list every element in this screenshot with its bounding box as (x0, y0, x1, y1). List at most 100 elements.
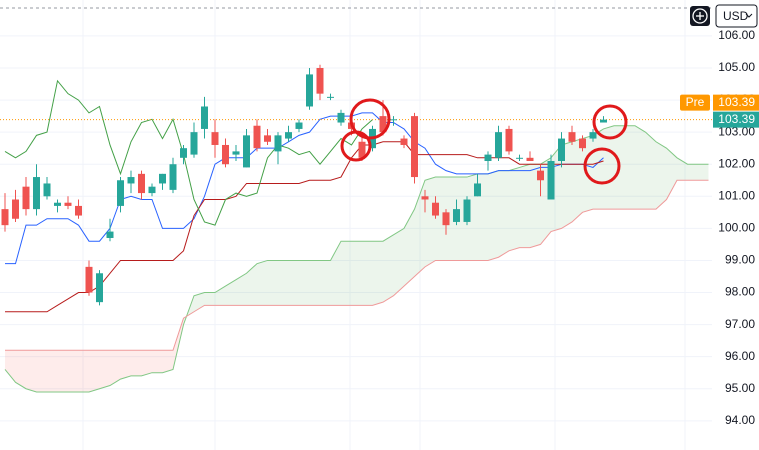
cloud-fill (677, 157, 688, 181)
cloud-fill (5, 350, 16, 383)
y-tick-label: 97.00 (725, 317, 755, 331)
candle-body (64, 202, 72, 206)
y-tick-label: 96.00 (725, 349, 755, 363)
cloud-fill (246, 263, 257, 306)
cloud-fill (267, 260, 278, 306)
candle-body (537, 170, 544, 181)
candle-body (600, 119, 607, 123)
cloud-fill (519, 164, 530, 248)
currency-selector[interactable] (715, 4, 758, 28)
candle-body (421, 196, 429, 200)
cloud-fill (561, 141, 572, 229)
cloud-fill (414, 180, 425, 277)
candle-body (85, 266, 93, 293)
highlight-circle (592, 104, 628, 140)
candle-body (547, 161, 555, 200)
candle-body (285, 132, 292, 139)
highlight-circle (583, 147, 621, 185)
candle-body (264, 135, 271, 142)
cloud-fill (141, 350, 152, 376)
cloud-fill (593, 128, 604, 210)
candle-body (463, 199, 471, 222)
cloud-fill (204, 292, 215, 306)
cloud-fill (78, 350, 89, 392)
y-tick-label: 102.00 (718, 156, 755, 170)
cloud-fill (656, 141, 667, 210)
highlight-circle (349, 98, 391, 140)
candle-body (169, 164, 177, 190)
candle-body (516, 157, 523, 159)
cloud-fill (509, 167, 520, 251)
vertical-grid (82, 0, 686, 450)
candle-body (148, 186, 156, 194)
cloud-fill (320, 260, 331, 306)
cloud-fill (341, 241, 352, 306)
cloud-fill (404, 209, 415, 287)
candle-body (243, 135, 250, 168)
pre-label: Pre (686, 95, 705, 109)
candle-body (400, 138, 408, 145)
cloud-fill (698, 164, 709, 181)
candle-body (316, 67, 324, 94)
y-tick-label: 99.00 (725, 253, 755, 267)
candle-body (337, 112, 345, 123)
y-tick-label: 100.00 (718, 221, 755, 235)
cloud-fill (645, 132, 656, 210)
candle-body (33, 177, 40, 210)
span-b-line (5, 179, 709, 351)
candle-body (180, 148, 187, 158)
cloud-fill (330, 241, 341, 306)
pre-price-tag (713, 94, 759, 111)
dropdown-arrow (745, 13, 753, 18)
cloud-fill (488, 170, 499, 261)
cloud-fill (498, 170, 509, 258)
indicator-line (5, 112, 604, 265)
cloud-fill (15, 350, 26, 389)
candle-body (12, 199, 19, 219)
candle-body (306, 74, 313, 107)
toolbar[interactable]: USD (690, 4, 758, 28)
candle-body (222, 144, 229, 165)
cloud-fill (278, 260, 289, 306)
cloud-fill (194, 292, 205, 312)
candle-body (505, 128, 513, 152)
candle-body (96, 273, 103, 303)
pre-tag (680, 94, 710, 111)
candle-body (54, 202, 61, 206)
candle-body (75, 205, 82, 216)
add-icon (692, 8, 708, 24)
candle-body (411, 116, 418, 178)
cloud-fill (383, 234, 394, 303)
cloud-fill (351, 241, 362, 306)
cloud-fill (57, 350, 68, 392)
candle-body (127, 177, 135, 184)
candle-body (526, 157, 534, 162)
cloud-fill (309, 260, 320, 306)
cloud-fill (288, 260, 299, 306)
candle-body (22, 186, 30, 210)
candle-body (274, 135, 282, 152)
candle-body (568, 132, 576, 142)
cloud-fill (603, 125, 614, 210)
cloud-fill (110, 350, 121, 386)
candle-body (358, 141, 366, 158)
candle-body (484, 154, 492, 162)
y-tick-label: 94.00 (725, 413, 755, 427)
candle-body (390, 119, 397, 121)
cloud-fill (635, 125, 646, 210)
currency-label: USD (723, 9, 749, 23)
cloud-fill (257, 260, 268, 306)
candle-body (232, 151, 240, 155)
plot (0, 35, 712, 422)
cloud-fill (68, 350, 79, 392)
annotations (340, 98, 628, 185)
cloud-fill (425, 177, 436, 267)
cloud-fill (120, 350, 131, 380)
candle-body (579, 138, 586, 149)
indicator-line (5, 141, 604, 313)
cloud-fill (299, 260, 310, 306)
candle-body (495, 132, 502, 158)
candle-body (295, 122, 303, 129)
last-price-label: 103.39 (718, 112, 755, 126)
candle-body (558, 138, 565, 162)
